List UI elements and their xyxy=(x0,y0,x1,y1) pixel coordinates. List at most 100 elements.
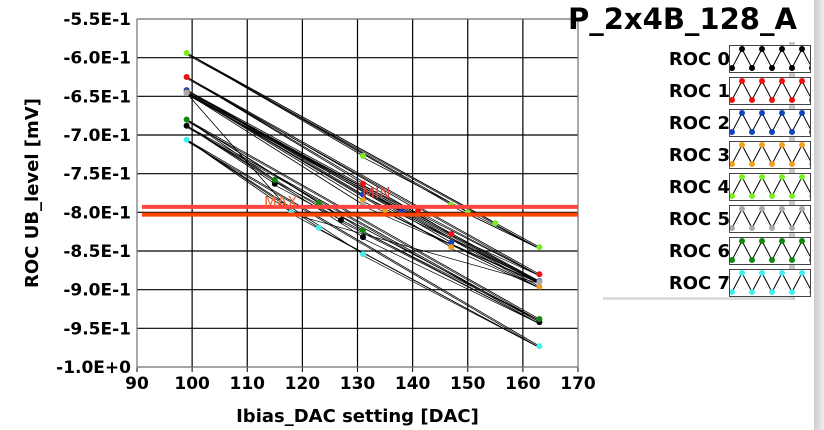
data-point xyxy=(536,271,543,278)
legend-label: ROC 7 xyxy=(668,273,730,294)
x-tick-label: 100 xyxy=(174,374,210,394)
series-line xyxy=(186,119,364,231)
x-tick-label: 150 xyxy=(450,374,486,394)
data-point xyxy=(183,90,190,97)
scrollbar[interactable] xyxy=(814,0,824,430)
legend-swatch xyxy=(729,237,811,265)
legend-label: ROC 1 xyxy=(668,81,730,102)
series-line xyxy=(451,248,540,289)
data-point xyxy=(183,116,190,123)
data-point xyxy=(360,180,367,187)
legend-item: ROC 6 xyxy=(603,236,811,268)
legend-swatch xyxy=(729,173,811,201)
series-line xyxy=(495,224,540,249)
legend-item: ROC 0 xyxy=(603,44,811,76)
series-line xyxy=(318,228,540,348)
legend-swatch xyxy=(729,109,811,137)
y-tick-label: -5.5E-1 xyxy=(63,10,131,30)
data-point xyxy=(492,220,499,227)
x-tick-label: 140 xyxy=(395,374,431,394)
data-point xyxy=(183,74,190,80)
data-point xyxy=(271,176,278,183)
min-label: MIN xyxy=(362,184,391,202)
legend-swatch xyxy=(729,205,811,233)
legend-label: ROC 3 xyxy=(668,145,730,166)
series-line xyxy=(362,238,540,324)
legend-item: ROC 4 xyxy=(603,172,811,204)
series-line xyxy=(186,119,540,320)
y-tick-label: -7.0E-1 xyxy=(63,126,131,146)
series-line xyxy=(186,139,364,255)
legend-label: ROC 6 xyxy=(668,241,730,262)
y-tick-label: -9.5E-1 xyxy=(63,319,131,339)
series-line xyxy=(467,213,540,249)
series-line xyxy=(186,78,540,277)
x-tick-label: 120 xyxy=(285,374,321,394)
series-line xyxy=(186,139,540,347)
y-tick-label: -1.0E+0 xyxy=(56,358,131,378)
series-line xyxy=(186,140,540,348)
legend-swatch xyxy=(729,77,811,105)
y-axis-label: ROC UB_level [mV] xyxy=(22,98,43,288)
legend: ROC 0 ROC 1 ROC 2 ROC 3 ROC 4 ROC 5 ROC 6 ROC 7 xyxy=(603,42,811,300)
legend-item: ROC 5 xyxy=(603,204,811,236)
x-tick-label: 110 xyxy=(230,374,266,394)
legend-label: ROC 0 xyxy=(668,49,730,70)
series-line xyxy=(186,52,468,213)
x-tick-label: 160 xyxy=(505,374,541,394)
data-point xyxy=(360,191,367,198)
data-point xyxy=(448,239,455,246)
legend-item: ROC 7 xyxy=(603,268,811,300)
data-point xyxy=(183,122,190,129)
data-point xyxy=(536,343,543,350)
data-point xyxy=(360,234,367,241)
series-line xyxy=(340,221,540,324)
series-line xyxy=(186,89,452,243)
data-point xyxy=(337,217,344,224)
series-line xyxy=(186,52,540,248)
series-line xyxy=(186,94,540,284)
legend-item: ROC 1 xyxy=(603,76,811,108)
data-point xyxy=(360,227,367,234)
series-line xyxy=(186,92,364,205)
legend-swatch xyxy=(729,269,811,297)
series-line xyxy=(362,255,540,348)
y-tick-label: -7.5E-1 xyxy=(63,165,131,185)
y-tick-label: -8.0E-1 xyxy=(63,203,131,223)
x-axis-label: Ibias_DAC setting [DAC] xyxy=(236,406,479,427)
series-line xyxy=(318,204,540,321)
legend-swatch xyxy=(729,45,811,73)
legend-label: ROC 4 xyxy=(668,177,730,198)
data-point xyxy=(183,136,190,143)
data-point xyxy=(360,251,367,258)
y-tick-label: -6.5E-1 xyxy=(63,87,131,107)
data-point xyxy=(536,244,543,251)
series-line xyxy=(362,231,540,321)
data-point xyxy=(448,230,455,237)
series-line xyxy=(417,211,540,277)
series-line xyxy=(362,184,540,277)
chart-title: P_2x4B_128_A xyxy=(568,2,797,36)
series-line xyxy=(186,76,452,235)
legend-item: ROC 2 xyxy=(603,108,811,140)
legend-swatch xyxy=(729,141,811,169)
plot-frame xyxy=(136,18,579,368)
data-point xyxy=(315,200,322,207)
series-line xyxy=(186,125,342,221)
data-point xyxy=(536,316,543,323)
x-tick-label: 90 xyxy=(125,374,149,394)
y-tick-label: -9.0E-1 xyxy=(63,281,131,301)
data-point xyxy=(448,244,455,251)
data-point xyxy=(360,152,367,159)
legend-item: ROC 3 xyxy=(603,140,811,172)
data-point xyxy=(183,50,190,57)
series-line xyxy=(186,76,540,275)
max-label: MAX xyxy=(264,193,297,211)
legend-label: ROC 2 xyxy=(668,113,730,134)
x-tick-label: 170 xyxy=(560,374,596,394)
series-line xyxy=(186,92,540,283)
legend-label: ROC 5 xyxy=(668,209,730,230)
series-line xyxy=(186,76,419,211)
x-tick-label: 130 xyxy=(340,374,376,394)
